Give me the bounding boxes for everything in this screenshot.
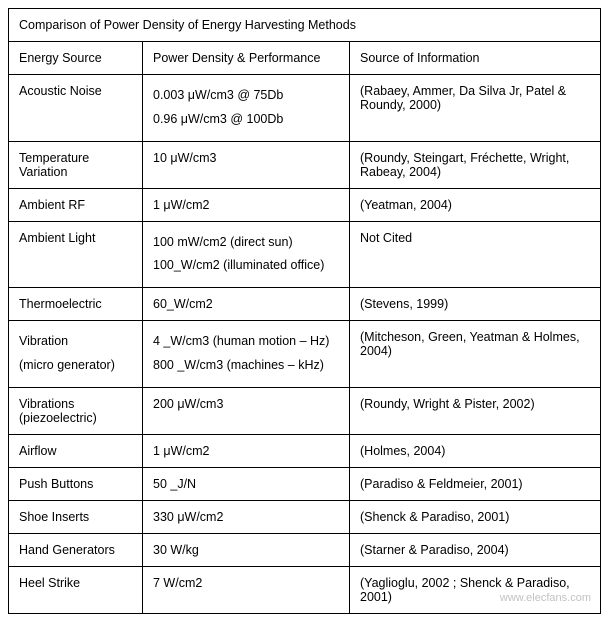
energy-source-text: Ambient Light: [19, 231, 132, 245]
table-row: Vibrations (piezoelectric) 200 μW/cm3 (Rou…: [9, 388, 600, 435]
cell-energy-source: Temperature Variation: [9, 142, 143, 188]
cell-energy-source: Hand Generators: [9, 534, 143, 566]
cell-power-density: 1 μW/cm2: [143, 435, 350, 467]
table-row: Ambient Light 100 mW/cm2 (direct sun)100_…: [9, 222, 600, 289]
cell-source-info: (Rabaey, Ammer, Da Silva Jr, Patel & Rou…: [350, 75, 600, 141]
energy-source-text: Push Buttons: [19, 477, 132, 491]
energy-source-text: Shoe Inserts: [19, 510, 132, 524]
table-row: Hand Generators 30 W/kg (Starner & Paradis…: [9, 534, 600, 567]
density-text: 60_W/cm2: [153, 297, 339, 311]
energy-source-text: Hand Generators: [19, 543, 132, 557]
cell-source-info: (Mitcheson, Green, Yeatman & Holmes, 200…: [350, 321, 600, 387]
density-text: 200 μW/cm3: [153, 397, 339, 411]
cell-power-density: 10 μW/cm3: [143, 142, 350, 188]
cell-power-density: 60_W/cm2: [143, 288, 350, 320]
cell-energy-source: Shoe Inserts: [9, 501, 143, 533]
table-row: Airflow 1 μW/cm2 (Holmes, 2004): [9, 435, 600, 468]
energy-source-text: Acoustic Noise: [19, 84, 132, 98]
cell-source-info: (Yeatman, 2004): [350, 189, 600, 221]
cell-source-info: (Starner & Paradiso, 2004): [350, 534, 600, 566]
density-text-secondary: 800 _W/cm3 (machines – kHz): [153, 354, 339, 378]
cell-energy-source: Heel Strike: [9, 567, 143, 613]
cell-energy-source: Vibration(micro generator): [9, 321, 143, 387]
density-text: 1 μW/cm2: [153, 198, 339, 212]
table-row: Heel Strike 7 W/cm2 (Yaglioglu, 2002 ; She…: [9, 567, 600, 613]
header-power-density: Power Density & Performance: [143, 42, 350, 74]
cell-energy-source: Acoustic Noise: [9, 75, 143, 141]
density-text: 330 μW/cm2: [153, 510, 339, 524]
cell-source-info: (Roundy, Steingart, Fréchette, Wright, R…: [350, 142, 600, 188]
cell-energy-source: Push Buttons: [9, 468, 143, 500]
cell-source-info: (Paradiso & Feldmeier, 2001): [350, 468, 600, 500]
density-text-secondary: 100_W/cm2 (illuminated office): [153, 254, 339, 278]
table-row: Shoe Inserts 330 μW/cm2 (Shenck & Paradiso…: [9, 501, 600, 534]
energy-source-subtext: (micro generator): [19, 354, 132, 378]
cell-energy-source: Ambient RF: [9, 189, 143, 221]
energy-source-text: Airflow: [19, 444, 132, 458]
density-text: 0.003 μW/cm3 @ 75Db: [153, 84, 339, 108]
table-row: Acoustic Noise 0.003 μW/cm3 @ 75Db0.96 μW…: [9, 75, 600, 142]
table-row: Push Buttons 50 _J/N (Paradiso & Feldmeier…: [9, 468, 600, 501]
energy-source-text: Ambient RF: [19, 198, 132, 212]
cell-energy-source: Airflow: [9, 435, 143, 467]
table-row: Thermoelectric 60_W/cm2 (Stevens, 1999): [9, 288, 600, 321]
density-text: 30 W/kg: [153, 543, 339, 557]
header-source-info: Source of Information: [350, 42, 600, 74]
energy-source-text: Temperature Variation: [19, 151, 132, 179]
energy-source-text: Heel Strike: [19, 576, 132, 590]
table-row: Ambient RF 1 μW/cm2 (Yeatman, 2004): [9, 189, 600, 222]
cell-power-density: 330 μW/cm2: [143, 501, 350, 533]
density-text-secondary: 0.96 μW/cm3 @ 100Db: [153, 108, 339, 132]
cell-source-info: (Yaglioglu, 2002 ; Shenck & Paradiso, 20…: [350, 567, 600, 613]
energy-source-text: Thermoelectric: [19, 297, 132, 311]
density-text: 1 μW/cm2: [153, 444, 339, 458]
density-text: 10 μW/cm3: [153, 151, 339, 165]
cell-energy-source: Ambient Light: [9, 222, 143, 288]
cell-power-density: 100 mW/cm2 (direct sun)100_W/cm2 (illumi…: [143, 222, 350, 288]
cell-source-info: Not Cited: [350, 222, 600, 288]
table-row: Vibration(micro generator)4 _W/cm3 (huma…: [9, 321, 600, 388]
density-text: 4 _W/cm3 (human motion – Hz): [153, 330, 339, 354]
table-row: Temperature Variation 10 μW/cm3 (Roundy, S…: [9, 142, 600, 189]
cell-energy-source: Thermoelectric: [9, 288, 143, 320]
header-energy-source: Energy Source: [9, 42, 143, 74]
cell-source-info: (Stevens, 1999): [350, 288, 600, 320]
table-header-row: Energy Source Power Density & Performanc…: [9, 42, 600, 75]
cell-power-density: 0.003 μW/cm3 @ 75Db0.96 μW/cm3 @ 100Db: [143, 75, 350, 141]
energy-source-text: Vibrations (piezoelectric): [19, 397, 132, 425]
cell-energy-source: Vibrations (piezoelectric): [9, 388, 143, 434]
table-title: Comparison of Power Density of Energy Ha…: [9, 9, 600, 42]
energy-source-text: Vibration: [19, 330, 132, 354]
cell-power-density: 7 W/cm2: [143, 567, 350, 613]
cell-power-density: 4 _W/cm3 (human motion – Hz)800 _W/cm3 (…: [143, 321, 350, 387]
cell-source-info: (Roundy, Wright & Pister, 2002): [350, 388, 600, 434]
density-text: 7 W/cm2: [153, 576, 339, 590]
comparison-table: Comparison of Power Density of Energy Ha…: [8, 8, 601, 614]
cell-power-density: 200 μW/cm3: [143, 388, 350, 434]
cell-source-info: (Holmes, 2004): [350, 435, 600, 467]
cell-power-density: 1 μW/cm2: [143, 189, 350, 221]
density-text: 100 mW/cm2 (direct sun): [153, 231, 339, 255]
cell-power-density: 50 _J/N: [143, 468, 350, 500]
density-text: 50 _J/N: [153, 477, 339, 491]
watermark: www.elecfans.com: [500, 592, 591, 604]
cell-power-density: 30 W/kg: [143, 534, 350, 566]
cell-source-info: (Shenck & Paradiso, 2001): [350, 501, 600, 533]
